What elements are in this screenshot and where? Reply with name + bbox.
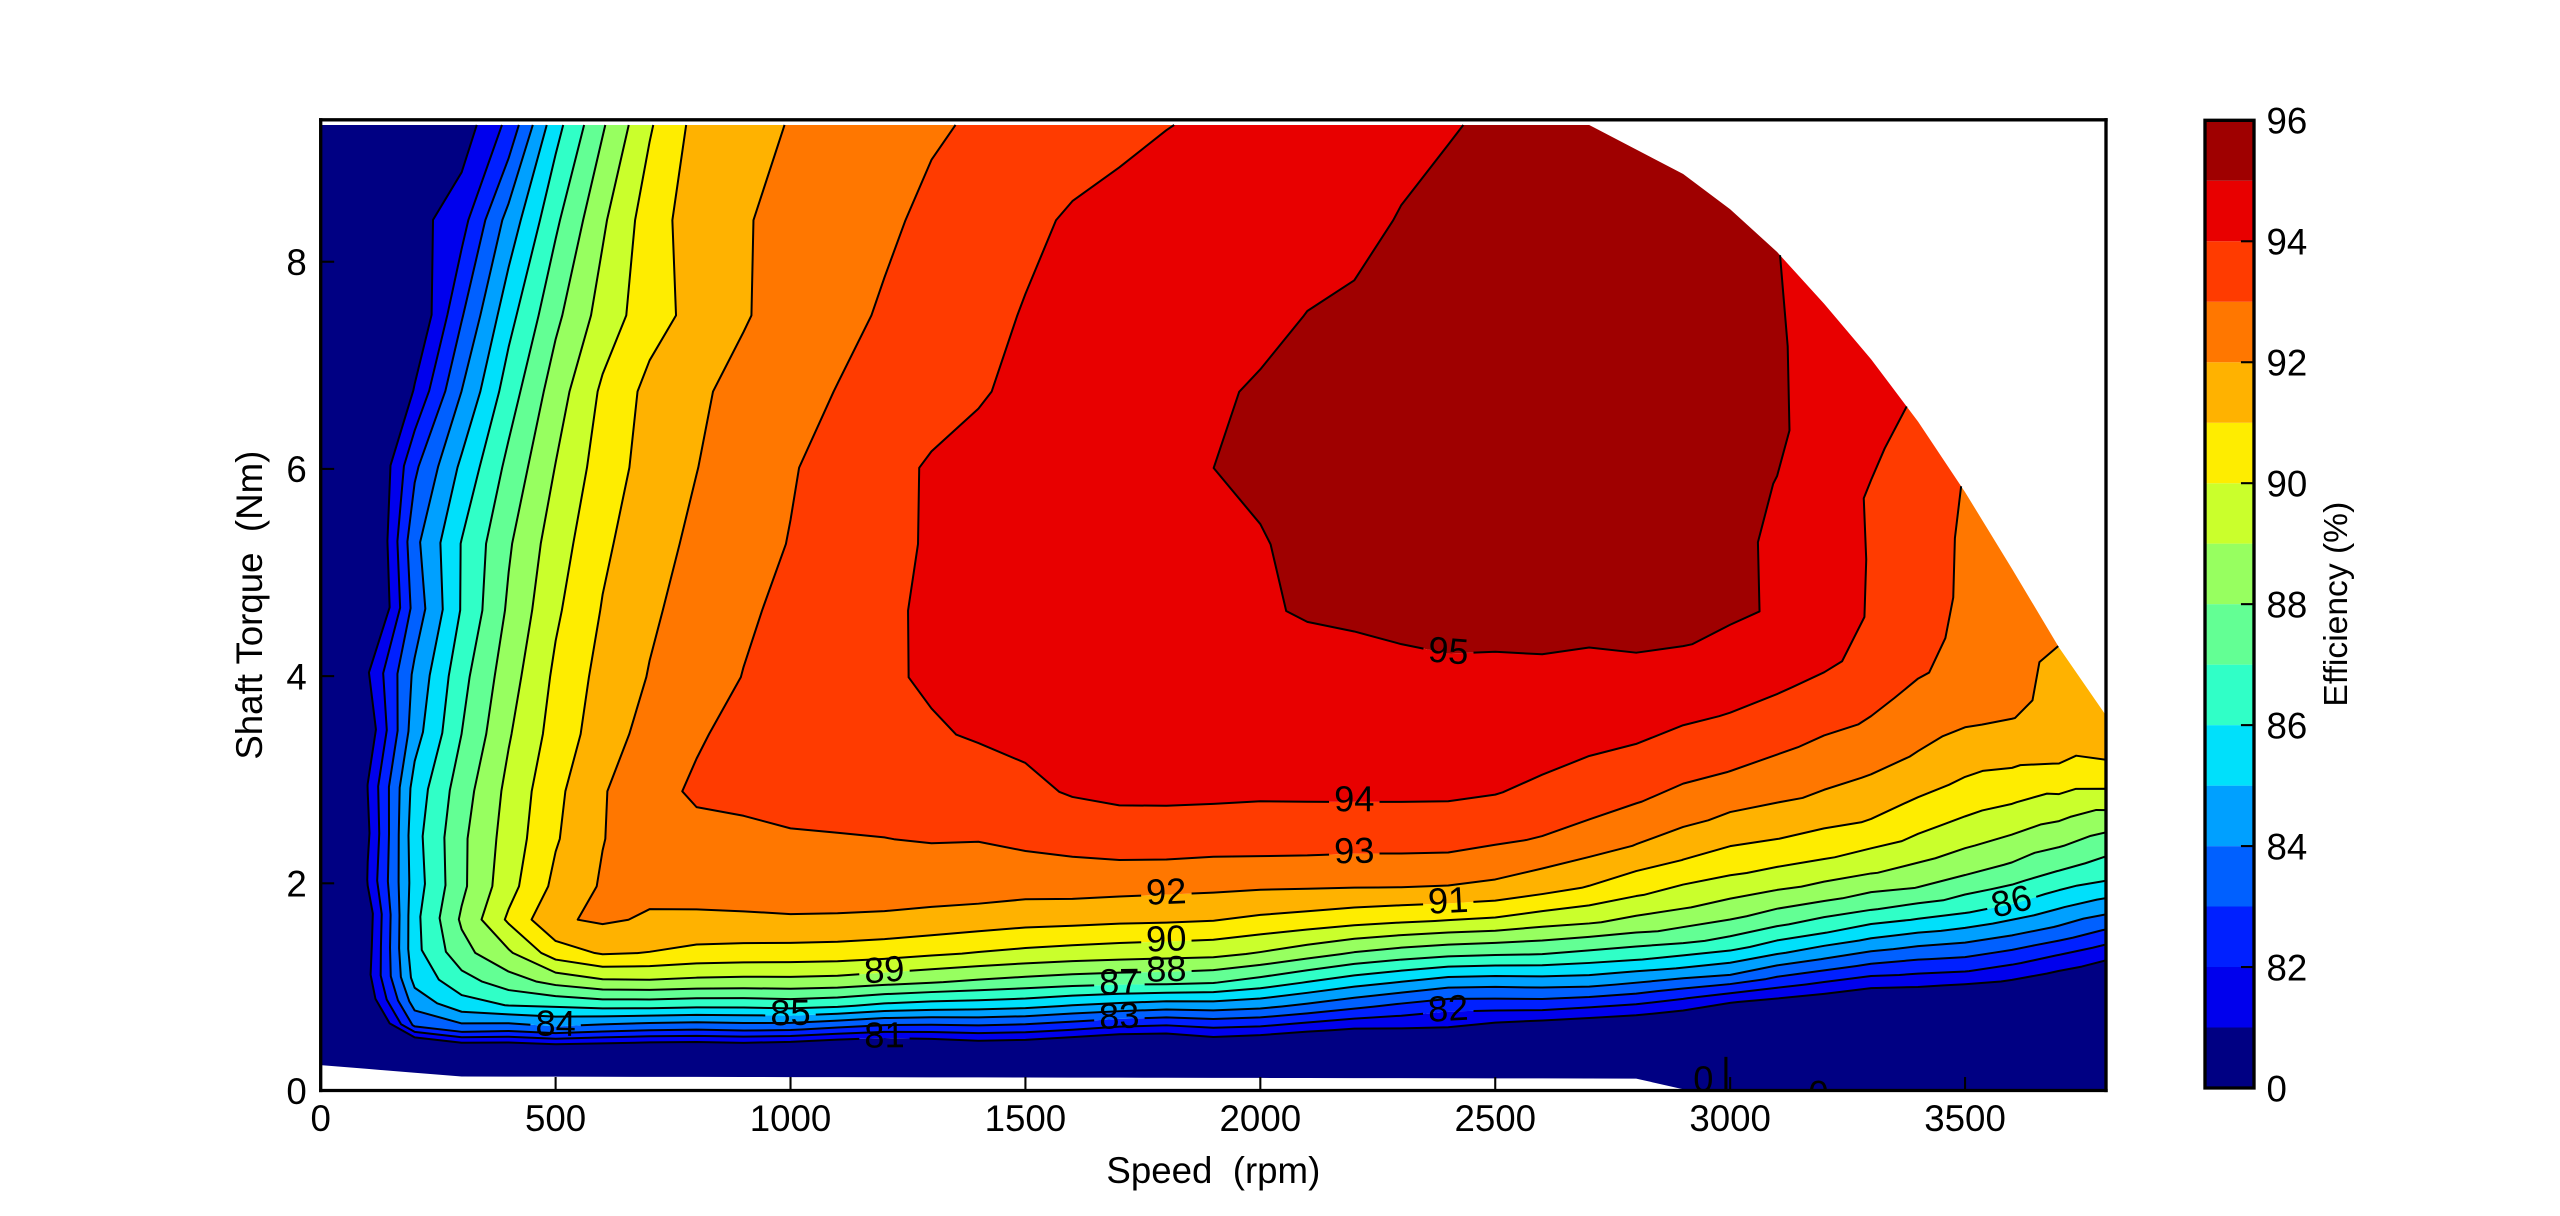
svg-text:8: 8 [286, 242, 306, 283]
svg-text:82: 82 [1427, 987, 1470, 1030]
svg-text:89: 89 [863, 948, 906, 992]
svg-text:2000: 2000 [1220, 1098, 1302, 1139]
svg-text:500: 500 [525, 1098, 586, 1139]
svg-text:87: 87 [1099, 961, 1140, 1003]
svg-text:95: 95 [1427, 628, 1470, 672]
svg-text:94: 94 [2267, 222, 2308, 263]
svg-text:Efficiency (%): Efficiency (%) [2318, 502, 2355, 707]
svg-text:82: 82 [2267, 947, 2308, 988]
svg-text:88: 88 [1146, 948, 1187, 990]
svg-text:85: 85 [770, 992, 811, 1034]
svg-text:6: 6 [286, 449, 306, 490]
svg-text:1000: 1000 [750, 1098, 832, 1139]
svg-text:90: 90 [2267, 463, 2308, 504]
svg-text:0: 0 [1693, 1059, 1713, 1100]
svg-text:81: 81 [864, 1014, 905, 1055]
svg-text:83: 83 [1098, 994, 1140, 1037]
svg-text:0: 0 [1808, 1073, 1828, 1114]
svg-text:93: 93 [1334, 830, 1375, 872]
svg-text:91: 91 [1427, 879, 1469, 922]
svg-text:4: 4 [286, 656, 306, 697]
svg-text:86: 86 [1987, 876, 2036, 925]
svg-text:0: 0 [286, 1071, 306, 1112]
svg-text:88: 88 [2267, 584, 2308, 625]
svg-text:3500: 3500 [1924, 1098, 2006, 1139]
svg-text:92: 92 [2267, 343, 2308, 384]
svg-text:0: 0 [311, 1098, 331, 1139]
svg-text:86: 86 [2267, 705, 2308, 746]
svg-text:96: 96 [2267, 101, 2308, 142]
svg-text:0: 0 [2267, 1068, 2287, 1109]
svg-text:3000: 3000 [1689, 1098, 1771, 1139]
svg-text:Shaft Torque (Nm): Shaft Torque (Nm) [229, 451, 270, 760]
svg-text:92: 92 [1145, 870, 1187, 913]
svg-text:90: 90 [1145, 917, 1187, 959]
svg-text:Speed (rpm): Speed (rpm) [1106, 1150, 1320, 1191]
svg-text:1500: 1500 [985, 1098, 1067, 1139]
svg-text:2500: 2500 [1454, 1098, 1536, 1139]
svg-text:2: 2 [286, 864, 306, 905]
svg-text:94: 94 [1334, 778, 1374, 819]
svg-text:84: 84 [2267, 826, 2308, 867]
svg-text:84: 84 [535, 1003, 576, 1044]
